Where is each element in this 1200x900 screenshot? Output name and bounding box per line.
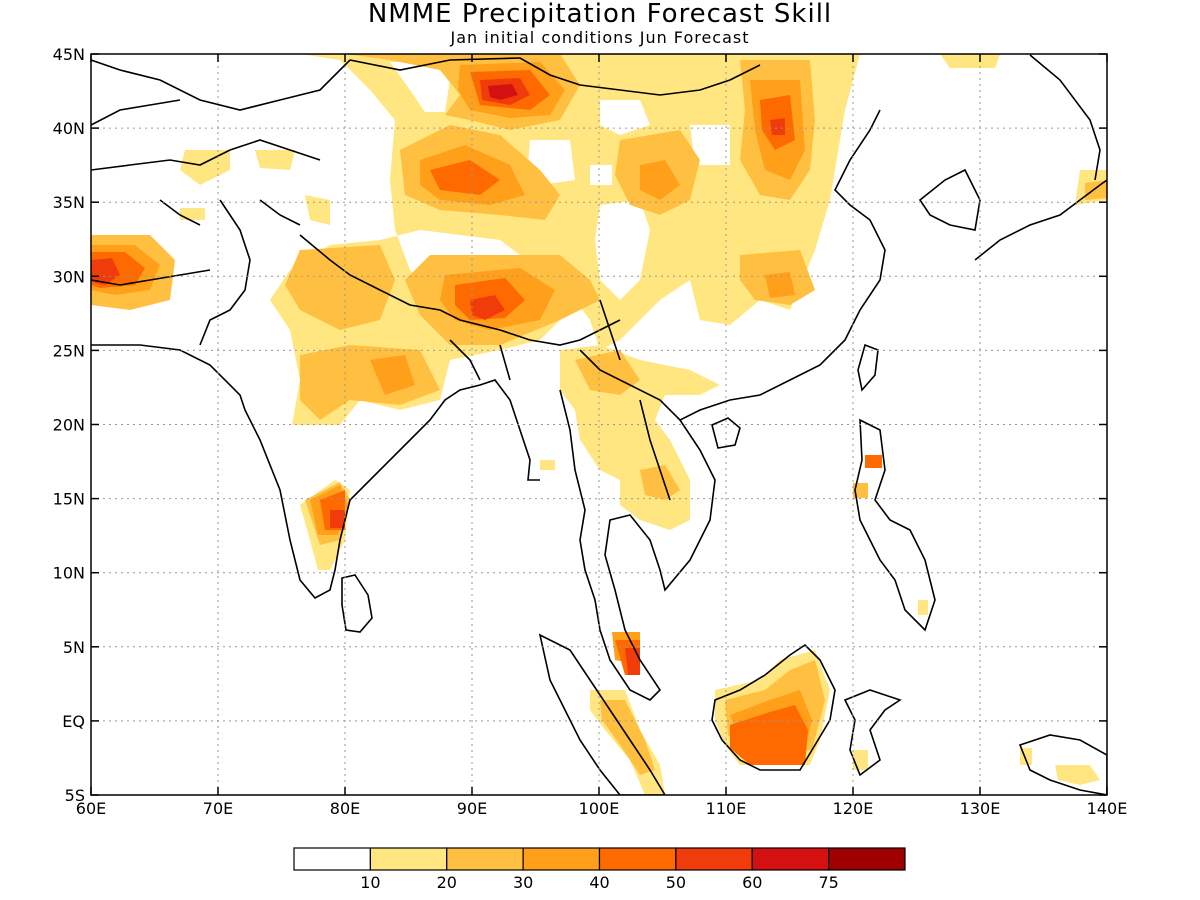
lon-tick-label: 60E (76, 799, 106, 818)
lat-tick-label: 20N (53, 416, 85, 435)
coastline-japan (974, 54, 1107, 261)
lon-tick-label: 80E (330, 799, 360, 818)
skill-gap (390, 62, 450, 112)
coastline-indochina (559, 109, 886, 701)
colorbar-swatch (751, 847, 830, 871)
skill-region-level2 (853, 483, 868, 498)
coastline-sri-lanka (341, 574, 373, 633)
lat-tick-label: 10N (53, 564, 85, 583)
colorbar-label: 40 (589, 873, 609, 892)
border-line (91, 57, 761, 111)
lat-tick-label: 45N (53, 45, 85, 64)
coastline-hainan (711, 417, 741, 449)
lat-tick-label: 25N (53, 341, 85, 360)
skill-region-level1 (255, 150, 295, 170)
lon-tick-label: 130E (960, 799, 1001, 818)
skill-region-level2 (300, 345, 440, 420)
lat-tick-label: 35N (53, 193, 85, 212)
skill-region-level5 (470, 295, 505, 320)
lat-tick-label: 30N (53, 267, 85, 286)
lat-tick-label: 40N (53, 119, 85, 138)
coastline-new-guinea (1018, 734, 1107, 795)
skill-region-level4 (865, 455, 882, 468)
latitude-axis: 45N 40N 35N 30N 25N 20N 15N 10N 5N EQ 5S (53, 45, 1107, 805)
coastline-sumatra (538, 633, 666, 795)
lat-tick-label: 5N (63, 638, 85, 657)
border-line (599, 299, 671, 501)
border-line (449, 339, 681, 421)
skill-region-level4 (730, 705, 808, 765)
skill-region-level1 (305, 195, 330, 225)
skill-region-level3 (765, 272, 795, 298)
skill-region-level1 (918, 600, 928, 615)
skill-gap (600, 100, 650, 135)
skill-region-level5 (91, 258, 120, 285)
border-line (91, 234, 621, 346)
skill-region-level1 (1055, 765, 1100, 785)
lat-tick-label: EQ (62, 712, 85, 731)
lon-tick-label: 140E (1087, 799, 1128, 818)
skill-region-level3 (640, 160, 680, 200)
colorbar-label: 30 (513, 873, 533, 892)
colorbar-swatch (522, 847, 601, 871)
map-subtitle: Jan initial conditions Jun Forecast (450, 28, 750, 47)
longitude-axis: 60E 70E 80E 90E 100E 110E 120E 130E 140E (76, 54, 1128, 818)
lon-tick-label: 120E (833, 799, 874, 818)
skill-gap (595, 200, 650, 300)
coastline-philippines (854, 418, 936, 632)
skill-gap (590, 165, 612, 185)
coastline-borneo (711, 643, 836, 771)
skill-region-level5 (770, 118, 785, 135)
lat-tick-label: 5S (65, 786, 85, 805)
skill-region-level1 (540, 460, 555, 470)
colorbar-swatch (293, 847, 371, 871)
skill-gap (690, 125, 730, 165)
colorbar-label: 75 (818, 873, 838, 892)
lon-tick-label: 100E (579, 799, 620, 818)
colorbar-swatch (675, 847, 753, 871)
skill-region-level2 (285, 245, 395, 330)
coastline-taiwan (857, 343, 879, 392)
border-line (91, 139, 321, 346)
skill-region-level5 (330, 510, 345, 528)
skill-region-level1 (180, 208, 205, 220)
map-title: NMME Precipitation Forecast Skill (367, 0, 833, 29)
colorbar-swatch (828, 847, 906, 871)
colorbar-label: 10 (360, 873, 380, 892)
skill-region-level2 (640, 465, 680, 500)
colorbar-label: 60 (742, 873, 762, 892)
skill-field (91, 54, 1107, 795)
skill-region-level1 (180, 150, 230, 185)
coastlines (91, 54, 1107, 795)
colorbar-swatch (369, 847, 448, 871)
coastline-sulawesi (843, 689, 902, 777)
coastline-korea (918, 168, 981, 231)
border-line (91, 99, 301, 226)
skill-region-level1 (853, 750, 868, 770)
lon-tick-label: 110E (706, 799, 747, 818)
coastline-india (91, 344, 540, 600)
colorbar: 10 20 30 40 50 60 75 (293, 847, 906, 892)
skill-region-level5 (625, 648, 640, 675)
colorbar-swatch (446, 847, 524, 871)
colorbar-label: 50 (666, 873, 686, 892)
skill-region-level1 (940, 54, 1000, 68)
lon-tick-label: 70E (203, 799, 233, 818)
skill-region-level4 (430, 160, 500, 195)
lon-tick-label: 90E (457, 799, 487, 818)
colorbar-swatch (598, 847, 677, 871)
colorbar-label: 20 (437, 873, 457, 892)
skill-region-level2 (1085, 180, 1107, 200)
lat-tick-label: 15N (53, 490, 85, 509)
gridlines (91, 54, 1107, 795)
skill-region-level6 (488, 84, 518, 100)
skill-region-level3 (370, 355, 415, 395)
